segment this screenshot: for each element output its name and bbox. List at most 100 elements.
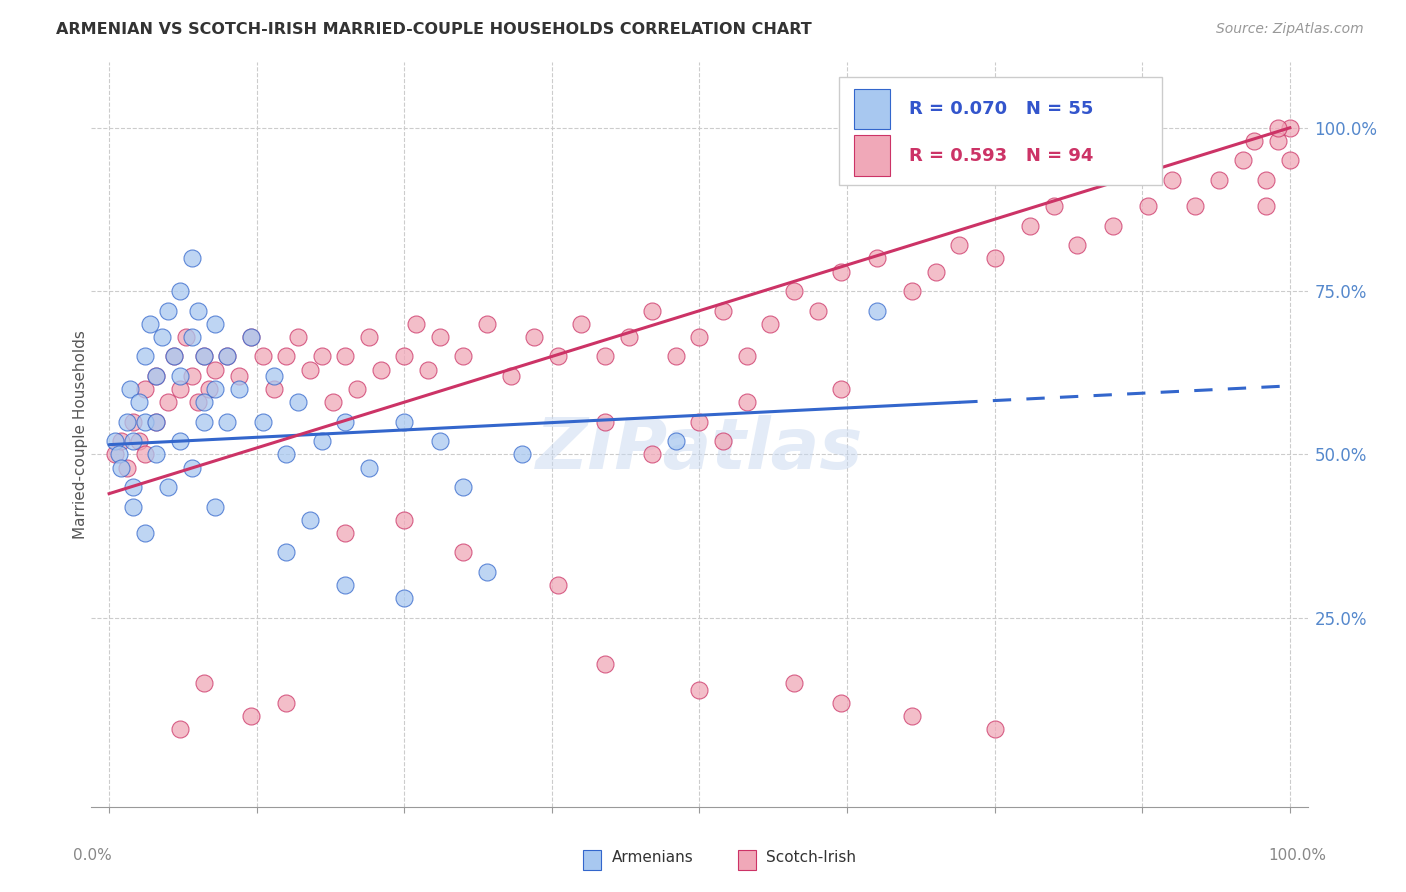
Point: [115, 460, 138, 475]
Text: Armenians: Armenians: [612, 850, 693, 865]
Point: [593, 415, 616, 429]
Y-axis label: Married-couple Households: Married-couple Households: [73, 330, 87, 540]
Point: [180, 252, 202, 266]
Point: [571, 317, 593, 331]
Point: [287, 395, 309, 409]
Point: [239, 708, 262, 723]
Point: [145, 415, 167, 429]
Point: [830, 264, 852, 278]
Point: [252, 350, 274, 364]
Point: [287, 330, 309, 344]
Point: [276, 350, 298, 364]
Point: [641, 303, 664, 318]
Text: ZIPatlas: ZIPatlas: [536, 416, 863, 484]
Point: [121, 500, 143, 514]
Point: [145, 369, 167, 384]
Point: [1278, 153, 1301, 168]
Point: [157, 480, 180, 494]
Point: [217, 415, 239, 429]
Point: [228, 369, 250, 384]
Point: [157, 303, 180, 318]
Point: [311, 350, 333, 364]
Point: [193, 395, 215, 409]
Point: [120, 382, 142, 396]
Point: [157, 395, 180, 409]
Point: [180, 460, 202, 475]
Point: [865, 252, 887, 266]
Point: [163, 350, 186, 364]
Point: [263, 369, 285, 384]
Point: [276, 545, 298, 559]
Point: [187, 395, 209, 409]
Point: [1278, 120, 1301, 135]
FancyBboxPatch shape: [853, 88, 890, 129]
Point: [617, 330, 640, 344]
Point: [983, 722, 1005, 736]
Point: [169, 284, 191, 298]
Point: [416, 362, 439, 376]
Point: [193, 415, 215, 429]
Point: [150, 330, 173, 344]
FancyBboxPatch shape: [853, 136, 890, 177]
Point: [239, 330, 262, 344]
Point: [1019, 219, 1042, 233]
Point: [346, 382, 368, 396]
Point: [512, 447, 534, 461]
Point: [204, 362, 226, 376]
Point: [252, 415, 274, 429]
Point: [298, 362, 321, 376]
Point: [335, 350, 357, 364]
Point: [134, 382, 156, 396]
Point: [711, 303, 734, 318]
Point: [1137, 199, 1160, 213]
Point: [134, 447, 156, 461]
Point: [145, 415, 167, 429]
Point: [298, 513, 321, 527]
Point: [193, 676, 215, 690]
Point: [370, 362, 392, 376]
Text: ARMENIAN VS SCOTCH-IRISH MARRIED-COUPLE HOUSEHOLDS CORRELATION CHART: ARMENIAN VS SCOTCH-IRISH MARRIED-COUPLE …: [56, 22, 813, 37]
Point: [499, 369, 522, 384]
Point: [1232, 153, 1254, 168]
Point: [169, 722, 191, 736]
Point: [357, 460, 380, 475]
Point: [593, 350, 616, 364]
Point: [1042, 199, 1064, 213]
Point: [429, 330, 451, 344]
Point: [169, 434, 191, 449]
Point: [394, 415, 416, 429]
Point: [641, 447, 664, 461]
Point: [121, 434, 143, 449]
FancyBboxPatch shape: [839, 78, 1161, 186]
Point: [193, 350, 215, 364]
Point: [429, 434, 451, 449]
Point: [405, 317, 427, 331]
Point: [1267, 134, 1289, 148]
Point: [735, 350, 758, 364]
Point: [547, 578, 569, 592]
Point: [335, 415, 357, 429]
Text: Scotch-Irish: Scotch-Irish: [766, 850, 856, 865]
Point: [593, 657, 616, 671]
Text: 0.0%: 0.0%: [73, 848, 112, 863]
Point: [228, 382, 250, 396]
Point: [121, 480, 143, 494]
Point: [783, 676, 806, 690]
Point: [110, 460, 132, 475]
Point: [394, 350, 416, 364]
Point: [394, 591, 416, 606]
Point: [759, 317, 782, 331]
Point: [1267, 120, 1289, 135]
Point: [169, 382, 191, 396]
Point: [335, 525, 357, 540]
Point: [204, 317, 226, 331]
Text: R = 0.070   N = 55: R = 0.070 N = 55: [908, 100, 1092, 118]
Point: [193, 350, 215, 364]
Point: [1208, 173, 1230, 187]
Point: [453, 545, 475, 559]
Point: [115, 415, 138, 429]
Point: [453, 350, 475, 364]
Point: [689, 415, 711, 429]
Point: [145, 447, 167, 461]
Point: [128, 395, 150, 409]
